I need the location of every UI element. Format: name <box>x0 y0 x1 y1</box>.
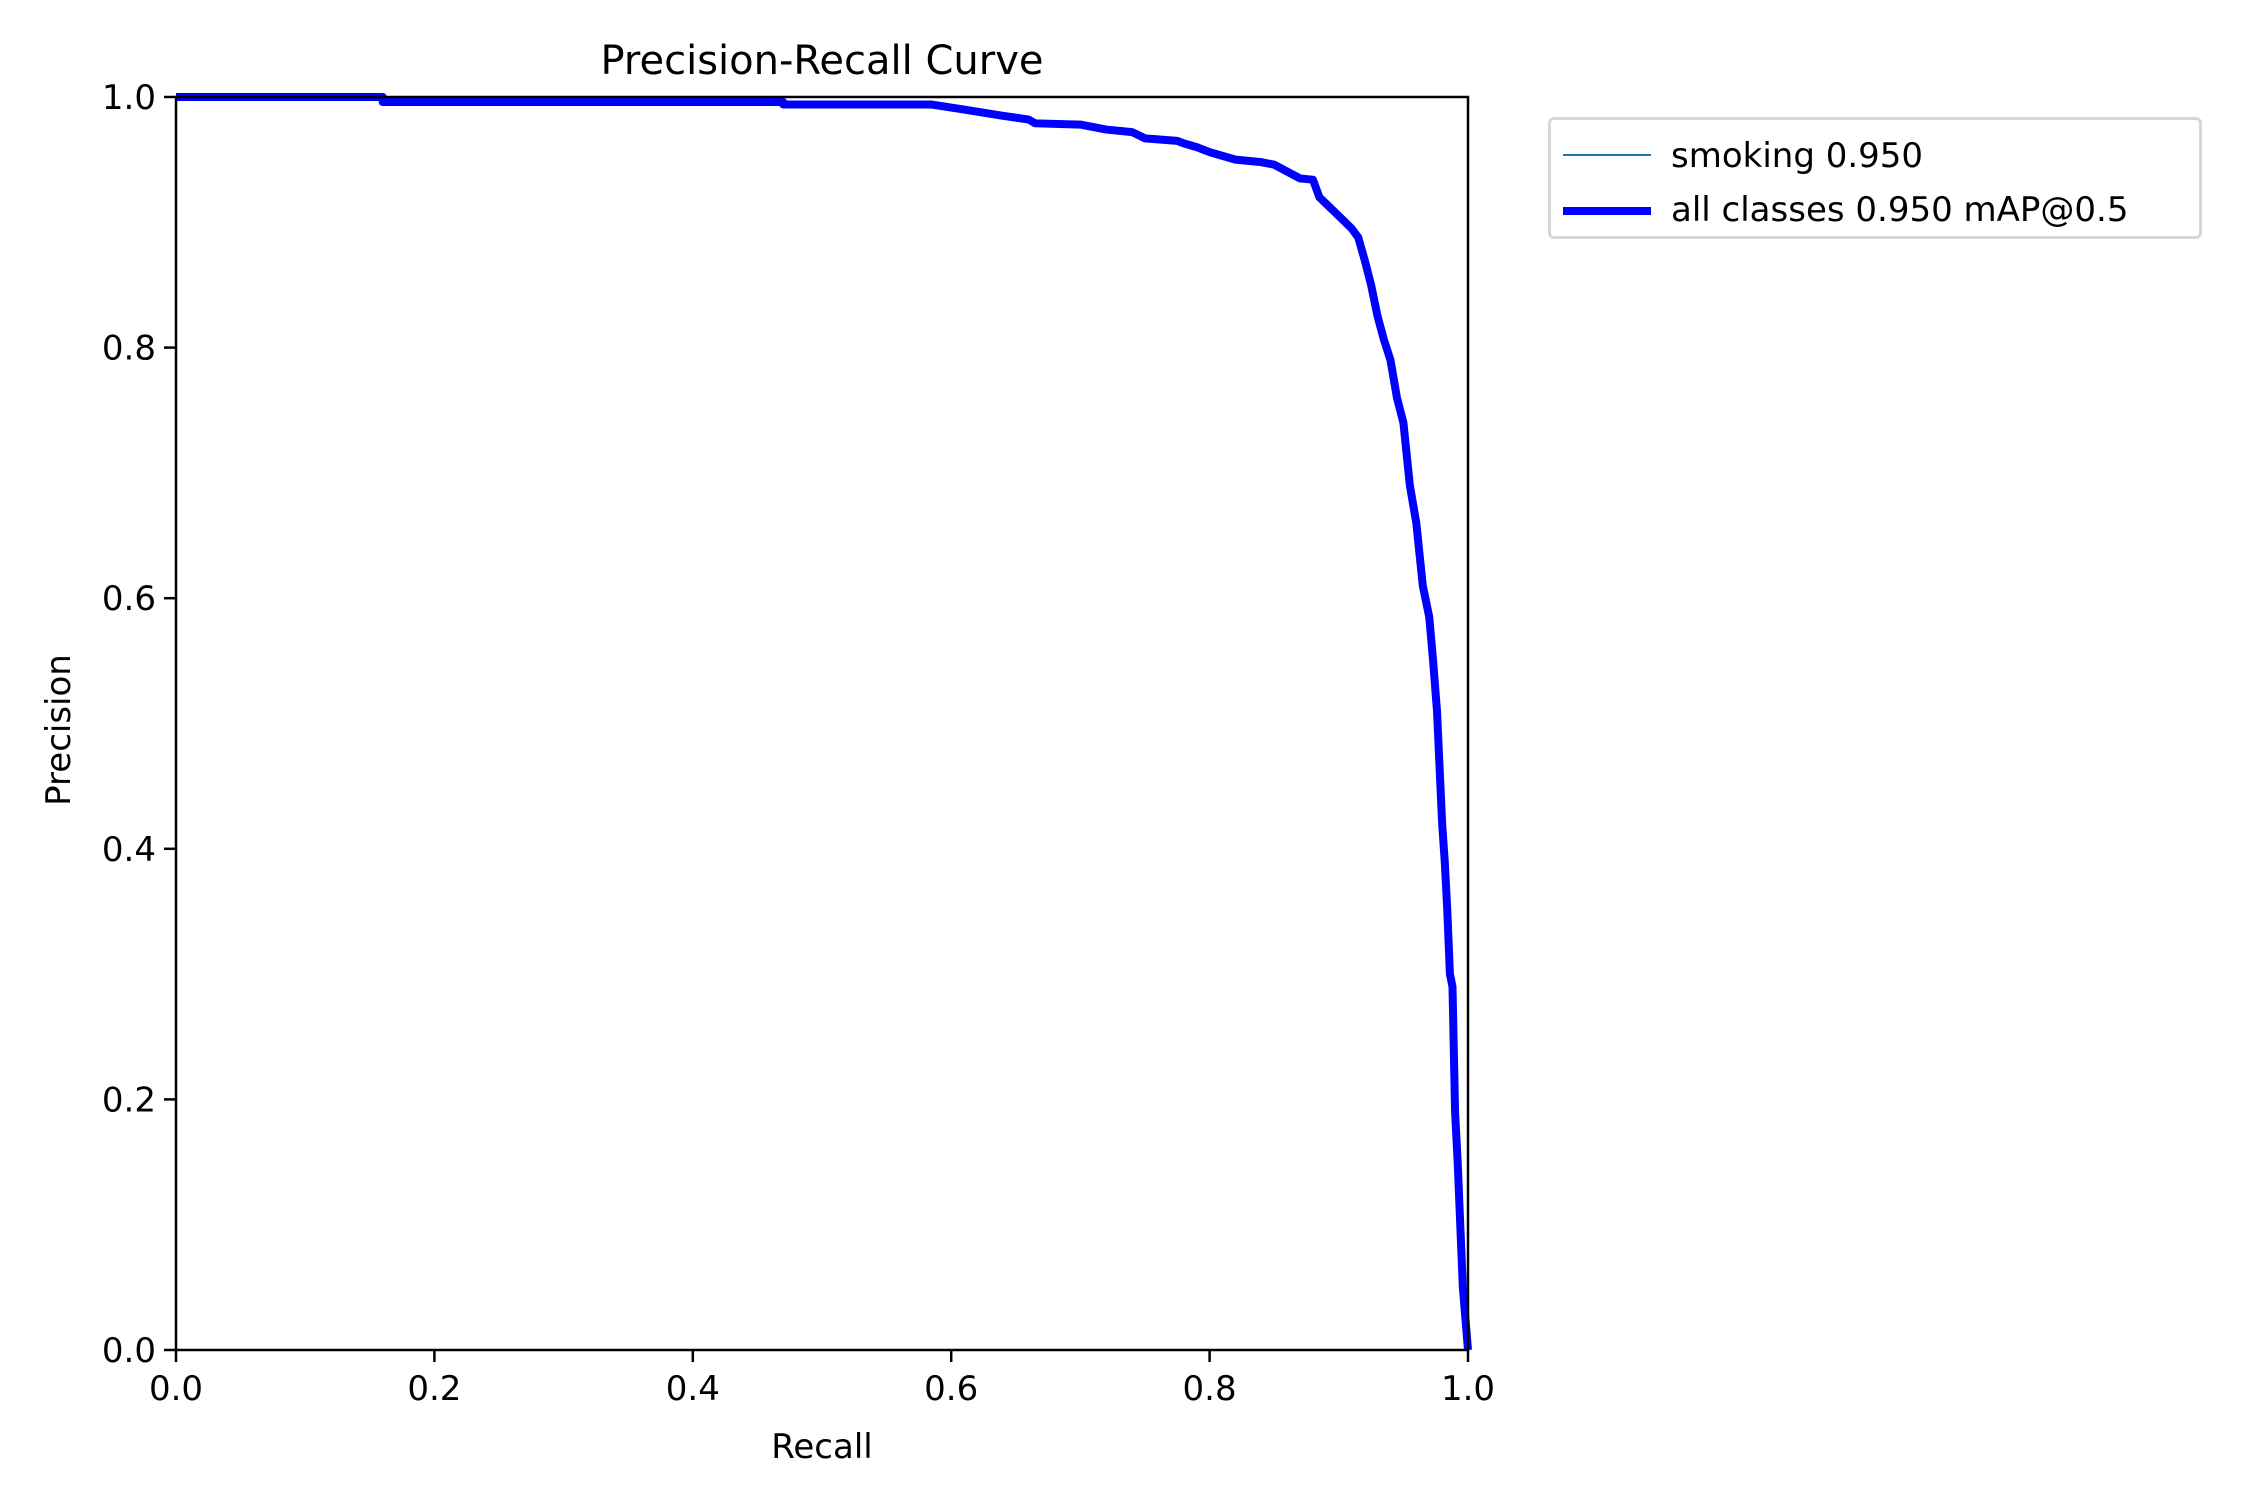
series-line-smoking <box>176 96 1469 1351</box>
legend-swatch-all-classes <box>1563 207 1651 215</box>
legend-item-smoking: smoking 0.950 <box>1551 130 2199 180</box>
y-tick-label: 0.4 <box>102 830 156 870</box>
x-axis-label: Recall <box>771 1427 872 1467</box>
y-axis-label: Precision <box>39 654 79 806</box>
x-axis-ticks: 0.0 0.2 0.4 0.6 0.8 1.0 <box>149 1350 1495 1409</box>
series-line-all-classes <box>176 93 1472 1351</box>
axes-frame <box>174 95 1470 1352</box>
y-tick-label: 0.2 <box>102 1080 156 1120</box>
legend-label-all-classes: all classes 0.950 mAP@0.5 <box>1671 190 2129 230</box>
chart-title: Precision-Recall Curve <box>601 38 1044 84</box>
y-tick-label: 1.0 <box>102 78 156 118</box>
x-tick-label: 0.2 <box>407 1369 461 1409</box>
legend: smoking 0.950 all classes 0.950 mAP@0.5 <box>1548 117 2202 239</box>
legend-label-smoking: smoking 0.950 <box>1671 136 1924 176</box>
y-tick-label: 0.8 <box>102 329 156 369</box>
x-tick-label: 0.4 <box>666 1369 720 1409</box>
y-axis-ticks: 0.0 0.2 0.4 0.6 0.8 1.0 <box>102 78 176 1371</box>
legend-swatch-smoking <box>1563 154 1651 156</box>
x-tick-label: 1.0 <box>1441 1369 1495 1409</box>
x-tick-label: 0.8 <box>1183 1369 1237 1409</box>
plot-lines <box>176 93 1472 1351</box>
legend-item-all-classes: all classes 0.950 mAP@0.5 <box>1551 186 2199 236</box>
x-tick-label: 0.0 <box>149 1369 203 1409</box>
y-tick-label: 0.6 <box>102 579 156 619</box>
x-tick-label: 0.6 <box>924 1369 978 1409</box>
y-tick-label: 0.0 <box>102 1331 156 1371</box>
